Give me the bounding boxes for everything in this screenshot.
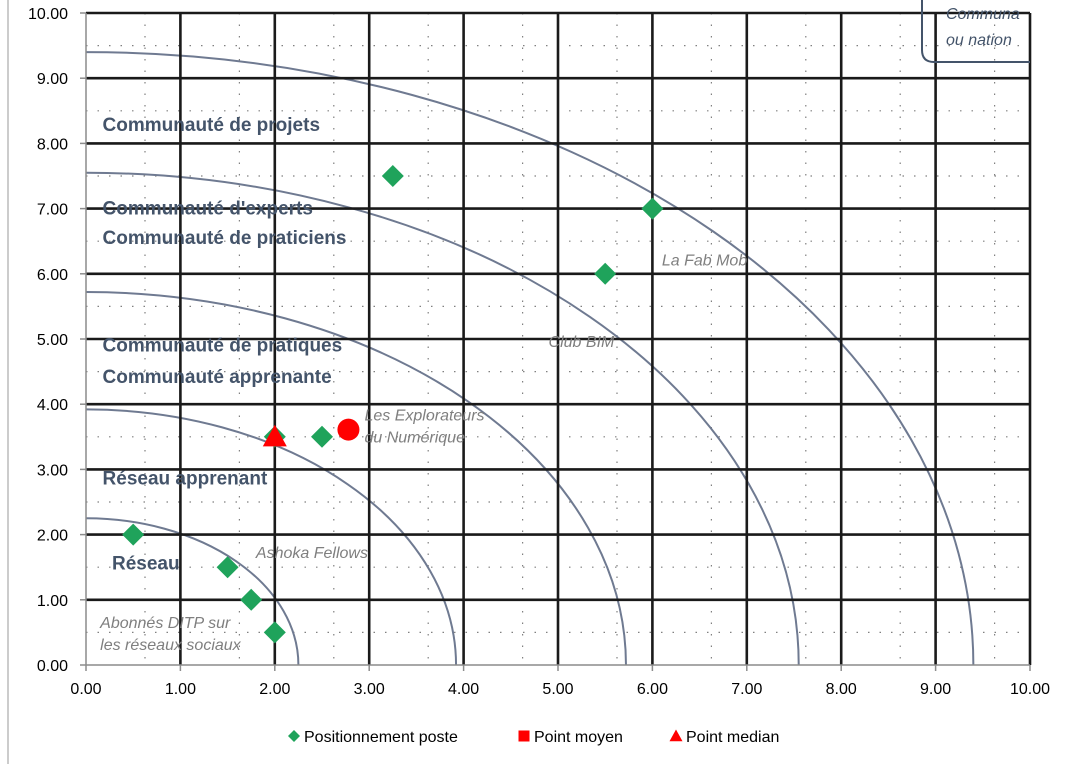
community-arc xyxy=(85,408,458,666)
legend-label: Point moyen xyxy=(534,729,623,746)
x-tick-label: 3.00 xyxy=(354,681,385,698)
major-grid xyxy=(86,11,1032,665)
y-tick-label: 5.00 xyxy=(37,332,68,349)
positionnement-poste-point xyxy=(311,425,333,448)
x-tick-label: 7.00 xyxy=(731,681,762,698)
x-tick-label: 8.00 xyxy=(826,681,857,698)
community-arc xyxy=(85,171,800,666)
org-label: Ashoka Fellows xyxy=(255,545,368,562)
legend-diamond-icon xyxy=(288,730,300,742)
x-tick-label: 6.00 xyxy=(637,681,668,698)
y-tick-label: 3.00 xyxy=(37,462,68,479)
legend: Positionnement poste Point moyen Point med… xyxy=(288,729,779,746)
x-tick-label: 5.00 xyxy=(542,681,573,698)
org-label: les réseaux sociaux xyxy=(100,637,242,654)
x-tick-label: 10.00 xyxy=(1010,681,1050,698)
axes xyxy=(7,0,1031,764)
zone-label: Communauté apprenante xyxy=(103,367,332,388)
x-tick-label: 1.00 xyxy=(165,681,196,698)
zone-label: Communauté de projets xyxy=(103,115,320,136)
community-arc xyxy=(85,517,300,666)
zone-label: Communauté de pratiques xyxy=(103,336,343,357)
positionnement-poste-point xyxy=(122,523,145,546)
y-tick-label: 8.00 xyxy=(37,136,68,153)
zone-labels: Communauté de projets Communauté d'expert… xyxy=(103,115,347,574)
corner-box: Communa ou nation xyxy=(921,0,1030,63)
x-tick-label: 4.00 xyxy=(448,681,479,698)
positionnement-poste-point xyxy=(240,588,263,611)
data-markers xyxy=(122,165,664,644)
zone-label: Réseau xyxy=(112,553,180,574)
point-moyen-point xyxy=(337,418,360,441)
positionnement-poste-point xyxy=(216,556,239,579)
y-tick-label: 2.00 xyxy=(37,528,68,545)
tick-labels: 0.00 1.00 2.00 3.00 4.00 5.00 6.00 7.00 8.00 9.00… xyxy=(28,6,1050,698)
positionnement-poste-point xyxy=(263,621,286,644)
y-tick-label: 9.00 xyxy=(37,71,68,88)
org-label: La Fab Mob xyxy=(662,252,747,269)
zone-label: Communauté de praticiens xyxy=(103,228,347,249)
y-tick-label: 4.00 xyxy=(37,397,68,414)
community-arcs xyxy=(85,51,975,666)
zone-label: Communauté d'experts xyxy=(103,199,313,220)
legend-label: Positionnement poste xyxy=(304,729,458,746)
corner-box-label: Communa xyxy=(946,6,1020,23)
org-label: Les Explorateurs xyxy=(364,408,484,425)
legend-label: Point median xyxy=(686,729,779,746)
positionnement-poste-point xyxy=(594,262,617,285)
corner-box-label: ou nation xyxy=(946,32,1012,49)
corner-box-outline xyxy=(921,0,1030,63)
x-tick-label: 0.00 xyxy=(70,681,101,698)
positionnement-poste-point xyxy=(381,165,404,187)
positionnement-poste-point xyxy=(641,197,664,220)
community-arc xyxy=(85,291,627,666)
y-tick-label: 7.00 xyxy=(37,202,68,219)
community-arc xyxy=(85,51,975,666)
y-tick-label: 10.00 xyxy=(28,6,68,23)
x-tick-label: 9.00 xyxy=(920,681,951,698)
y-tick-label: 6.00 xyxy=(37,267,68,284)
org-labels: La Fab Mob Club BIM Les Explorateurs du Num… xyxy=(99,252,747,654)
org-label: Club BIM xyxy=(549,334,615,351)
zone-label: Réseau apprenant xyxy=(103,469,268,490)
legend-square-icon xyxy=(518,730,530,742)
org-label: du Numérique xyxy=(364,430,465,447)
legend-triangle-icon xyxy=(669,729,683,742)
y-tick-label: 1.00 xyxy=(37,593,68,610)
x-tick-label: 2.00 xyxy=(259,681,290,698)
point-median-point xyxy=(262,424,287,447)
org-label: Abonnés DITP sur xyxy=(99,615,231,632)
y-tick-label: 0.00 xyxy=(37,658,68,675)
